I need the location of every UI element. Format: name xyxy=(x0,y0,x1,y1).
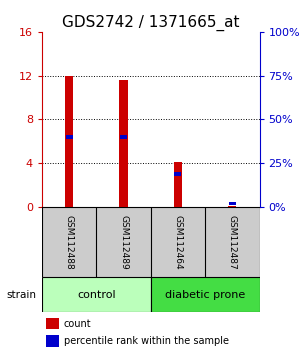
Bar xyxy=(120,135,127,139)
Bar xyxy=(151,277,260,312)
Text: percentile rank within the sample: percentile rank within the sample xyxy=(64,336,229,346)
Bar xyxy=(119,80,128,207)
Bar xyxy=(228,206,236,207)
Title: GDS2742 / 1371665_at: GDS2742 / 1371665_at xyxy=(62,14,239,30)
Text: GSM112488: GSM112488 xyxy=(65,215,74,269)
Text: count: count xyxy=(64,319,92,329)
Bar xyxy=(46,318,59,330)
Text: GSM112487: GSM112487 xyxy=(228,215,237,269)
Bar xyxy=(65,76,73,207)
Bar xyxy=(174,172,182,176)
Bar xyxy=(66,135,73,139)
Bar xyxy=(42,277,151,312)
Bar xyxy=(174,162,182,207)
Text: control: control xyxy=(77,290,116,300)
Text: diabetic prone: diabetic prone xyxy=(165,290,245,300)
Bar xyxy=(46,335,59,347)
Text: strain: strain xyxy=(7,290,37,300)
Bar xyxy=(229,202,236,205)
Text: GSM112464: GSM112464 xyxy=(173,215,182,269)
Text: GSM112489: GSM112489 xyxy=(119,215,128,269)
